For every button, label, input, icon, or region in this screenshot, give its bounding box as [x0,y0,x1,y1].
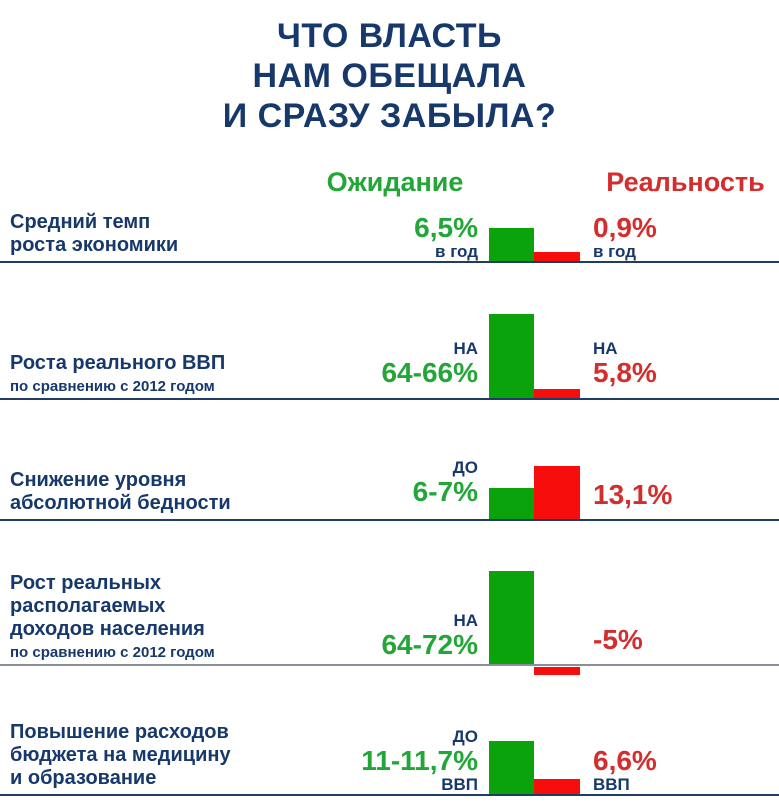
row-label-line: располагаемых [10,595,166,617]
row-label-line: Повышение расходов [10,721,229,743]
expected-prefix: ДО [452,458,478,477]
expected-value-block: ДО 6-7% [413,459,478,507]
title-line-2: НАМ ОБЕЩАЛА [252,57,527,95]
row-label: Рост реальных располагаемых доходов насе… [10,572,215,662]
reality-value-block: -5% [593,625,643,655]
title-line-1: ЧТО ВЛАСТЬ [277,17,502,55]
chart-row-real-income: Рост реальных располагаемых доходов насе… [0,555,779,675]
expected-value: 64-72% [381,629,478,660]
reality-value-block: НА 5,8% [593,340,657,388]
expected-value: 11-11,7% [361,745,478,776]
row-baseline [0,261,779,263]
reality-suffix: в год [593,242,636,261]
reality-bar [534,466,580,519]
expected-bar [489,314,534,398]
expected-suffix: ВВП [441,775,478,794]
column-header-reality: Реальность [606,167,765,197]
row-label-line: Роста реального ВВП [10,352,226,374]
expected-value-block: 6,5% в год [414,213,478,261]
row-label-line: доходов населения [10,618,205,640]
reality-value: -5% [593,624,643,655]
row-label-line: Рост реальных [10,572,162,594]
chart-row-budget-spending: Повышение расходов бюджета на медицину и… [0,710,779,796]
row-sublabel: по сравнению с 2012 годом [10,378,215,395]
reality-value: 6,6% [593,745,657,776]
reality-value: 13,1% [593,479,673,510]
expected-value-block: ДО 11-11,7% ВВП [361,728,478,794]
row-label-line: и образование [10,767,157,789]
reality-prefix: НА [593,339,618,358]
reality-value-block: 6,6% ВВП [593,746,657,794]
column-header-expected: Ожидание [326,167,464,197]
reality-bar [534,779,580,794]
row-label-line: Снижение уровня [10,469,187,491]
title-line-3: И СРАЗУ ЗАБЫЛА? [222,97,557,135]
page-title: ЧТО ВЛАСТЬ НАМ ОБЕЩАЛА И СРАЗУ ЗАБЫЛА? [0,16,779,136]
expected-value-block: НА 64-66% [381,340,478,388]
row-label-line: роста экономики [10,234,179,256]
row-baseline [0,519,779,521]
expected-prefix: ДО [452,727,478,746]
expected-value: 64-66% [381,357,478,388]
row-label: Повышение расходов бюджета на медицину и… [10,721,231,790]
row-label: Роста реального ВВП по сравнению с 2012 … [10,352,225,396]
reality-value: 5,8% [593,357,657,388]
row-label: Снижение уровня абсолютной бедности [10,469,231,515]
row-baseline [0,794,779,796]
expected-bar [489,571,534,664]
expected-value-block: НА 64-72% [381,612,478,660]
reality-bar [534,389,580,398]
row-label: Средний темп роста экономики [10,211,178,257]
expected-value: 6,5% [414,212,478,243]
row-baseline [0,664,779,666]
row-baseline [0,398,779,400]
chart-row-poverty-level: Снижение уровня абсолютной бедности ДО 6… [0,440,779,521]
chart-row-economy-growth: Средний темп роста экономики 6,5% в год … [0,200,779,263]
reality-value-block: 13,1% [593,480,672,510]
expected-value: 6-7% [412,476,478,507]
expected-prefix: НА [453,339,478,358]
reality-bar [534,252,580,261]
expected-bar [489,228,534,261]
reality-value: 0,9% [593,212,657,243]
expected-bar [489,741,534,794]
row-label-line: бюджета на медицину [10,744,231,766]
reality-suffix: ВВП [593,775,630,794]
expected-bar [489,488,534,519]
row-label-line: Средний темп [10,211,151,233]
chart-row-gdp-growth: Роста реального ВВП по сравнению с 2012 … [0,300,779,400]
row-sublabel: по сравнению с 2012 годом [10,644,215,661]
reality-bar-negative [534,667,580,675]
expected-prefix: НА [453,611,478,630]
expected-suffix: в год [435,242,478,261]
row-label-line: абсолютной бедности [10,492,231,514]
reality-value-block: 0,9% в год [593,213,657,261]
